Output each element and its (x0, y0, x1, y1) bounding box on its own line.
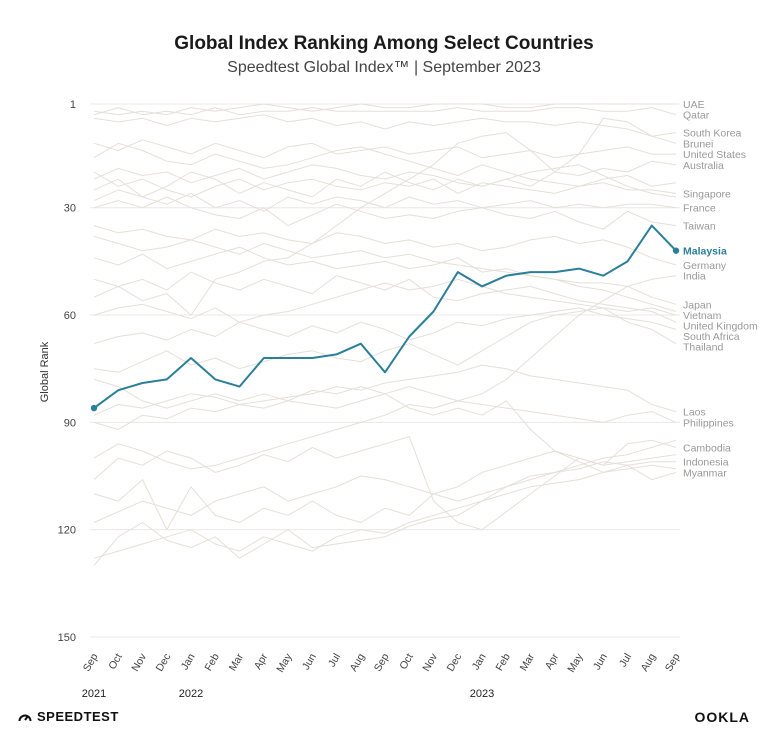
series-end-label: Singapore (683, 188, 731, 200)
series-line-background (93, 114, 677, 137)
series-line-background (93, 271, 677, 323)
x-tick-label: May (274, 651, 295, 675)
x-tick-label: Mar (518, 651, 538, 673)
series-end-label: Philippines (683, 417, 734, 429)
series-line-background (93, 189, 677, 212)
series-end-label: Germany (683, 260, 727, 272)
y-tick-label: 1 (70, 99, 76, 111)
x-tick-label: Aug (348, 651, 368, 673)
series-line-background (93, 225, 677, 266)
chart-subtitle: Speedtest Global Index™ | September 2023 (227, 59, 541, 76)
series-line-background (93, 450, 677, 531)
series-line-background (93, 364, 677, 430)
series-end-label: France (683, 203, 716, 215)
gauge-icon (18, 714, 32, 721)
x-tick-label: Feb (202, 651, 222, 673)
x-tick-label: Jan (470, 651, 489, 672)
x-tick-labels: Sep Oct Nov Dec Jan Feb Mar Apr May Jun Jul Aug Sep O… (81, 651, 683, 700)
x-tick-label: Jun (300, 651, 319, 672)
series-line-background (93, 461, 676, 523)
series-line-background (93, 196, 677, 230)
ookla-logo: OOKLA (694, 709, 750, 725)
x-tick-label: Feb (493, 651, 513, 673)
x-tick-label: May (565, 651, 586, 675)
x-tick-label: Dec (445, 652, 465, 674)
series-end-label: Brunei (683, 138, 713, 150)
series-line-background (93, 235, 677, 305)
series-end-label: Vietnam (683, 310, 722, 322)
series-line-background (93, 386, 677, 423)
x-tick-label: Sep (81, 651, 101, 673)
y-tick-labels: 1 30 60 90 120 150 (58, 99, 76, 644)
x-tick-label: Mar (227, 651, 247, 673)
series-end-label: Malaysia (683, 246, 727, 258)
series-end-label: Taiwan (683, 221, 716, 233)
speedtest-logo-text: SPEEDTEST (37, 709, 119, 724)
y-tick-label: 60 (64, 310, 76, 322)
series-line-background (93, 139, 676, 159)
series-end-label: Laos (683, 407, 706, 419)
series-end-label: UAE (683, 99, 705, 111)
series-end-label: Indonesia (683, 457, 729, 469)
y-tick-label: 30 (64, 203, 76, 215)
x-tick-label: Nov (129, 651, 149, 674)
series-line-background (93, 103, 676, 116)
series-line-background (93, 464, 677, 559)
y-tick-label: 150 (58, 632, 76, 644)
series-line-background (93, 307, 677, 373)
series-end-label: United Kingdom (683, 321, 758, 333)
series-line-background (93, 117, 677, 316)
series-line-background (93, 439, 677, 566)
x-tick-label: Jan (179, 651, 198, 672)
speedtest-logo: SPEEDTEST (18, 709, 119, 724)
x-tick-label: Sep (663, 651, 683, 673)
background-series-lines (93, 103, 677, 566)
series-line-background (93, 164, 677, 198)
x-tick-label: Oct (397, 651, 416, 671)
year-label: 2023 (470, 688, 494, 700)
series-line-background (93, 246, 677, 312)
x-tick-label: Jul (326, 652, 343, 670)
x-tick-label: Apr (252, 651, 271, 672)
series-end-label: Thailand (683, 342, 723, 354)
series-end-label: United States (683, 149, 746, 161)
x-tick-label: Sep (372, 651, 392, 673)
series-line-background (93, 142, 677, 187)
series-line-background (93, 307, 677, 345)
series-end-label: Japan (683, 299, 712, 311)
x-tick-label: Dec (154, 652, 174, 674)
series-end-label: Cambodia (683, 442, 731, 454)
end-point (672, 247, 680, 254)
start-point (90, 404, 98, 412)
series-line-background (93, 160, 677, 198)
series-line-background (93, 278, 677, 323)
x-tick-label: Jul (617, 652, 634, 670)
highlight-series-line (90, 224, 680, 412)
x-tick-label: Jun (591, 651, 610, 672)
year-label: 2022 (179, 688, 203, 700)
series-end-label: Australia (683, 160, 724, 172)
series-end-label: India (683, 271, 706, 283)
x-tick-label: Aug (639, 651, 659, 673)
series-end-label: Myanmar (683, 467, 727, 479)
year-label: 2021 (82, 688, 106, 700)
series-end-label: South Africa (683, 331, 740, 343)
series-end-label: South Korea (683, 128, 742, 140)
y-tick-label: 90 (64, 417, 76, 429)
series-line-background (93, 436, 677, 531)
x-tick-label: Apr (543, 651, 562, 672)
series-line-background (93, 275, 677, 470)
y-axis-label: Global Rank (39, 341, 51, 402)
y-tick-label: 120 (58, 525, 76, 537)
series-end-label: Qatar (683, 110, 710, 122)
series-line-malaysia (93, 224, 677, 409)
x-tick-label: Nov (420, 651, 440, 674)
series-line-background (93, 107, 677, 116)
chart-title: Global Index Ranking Among Select Countr… (174, 33, 594, 54)
x-tick-label: Oct (106, 651, 125, 671)
